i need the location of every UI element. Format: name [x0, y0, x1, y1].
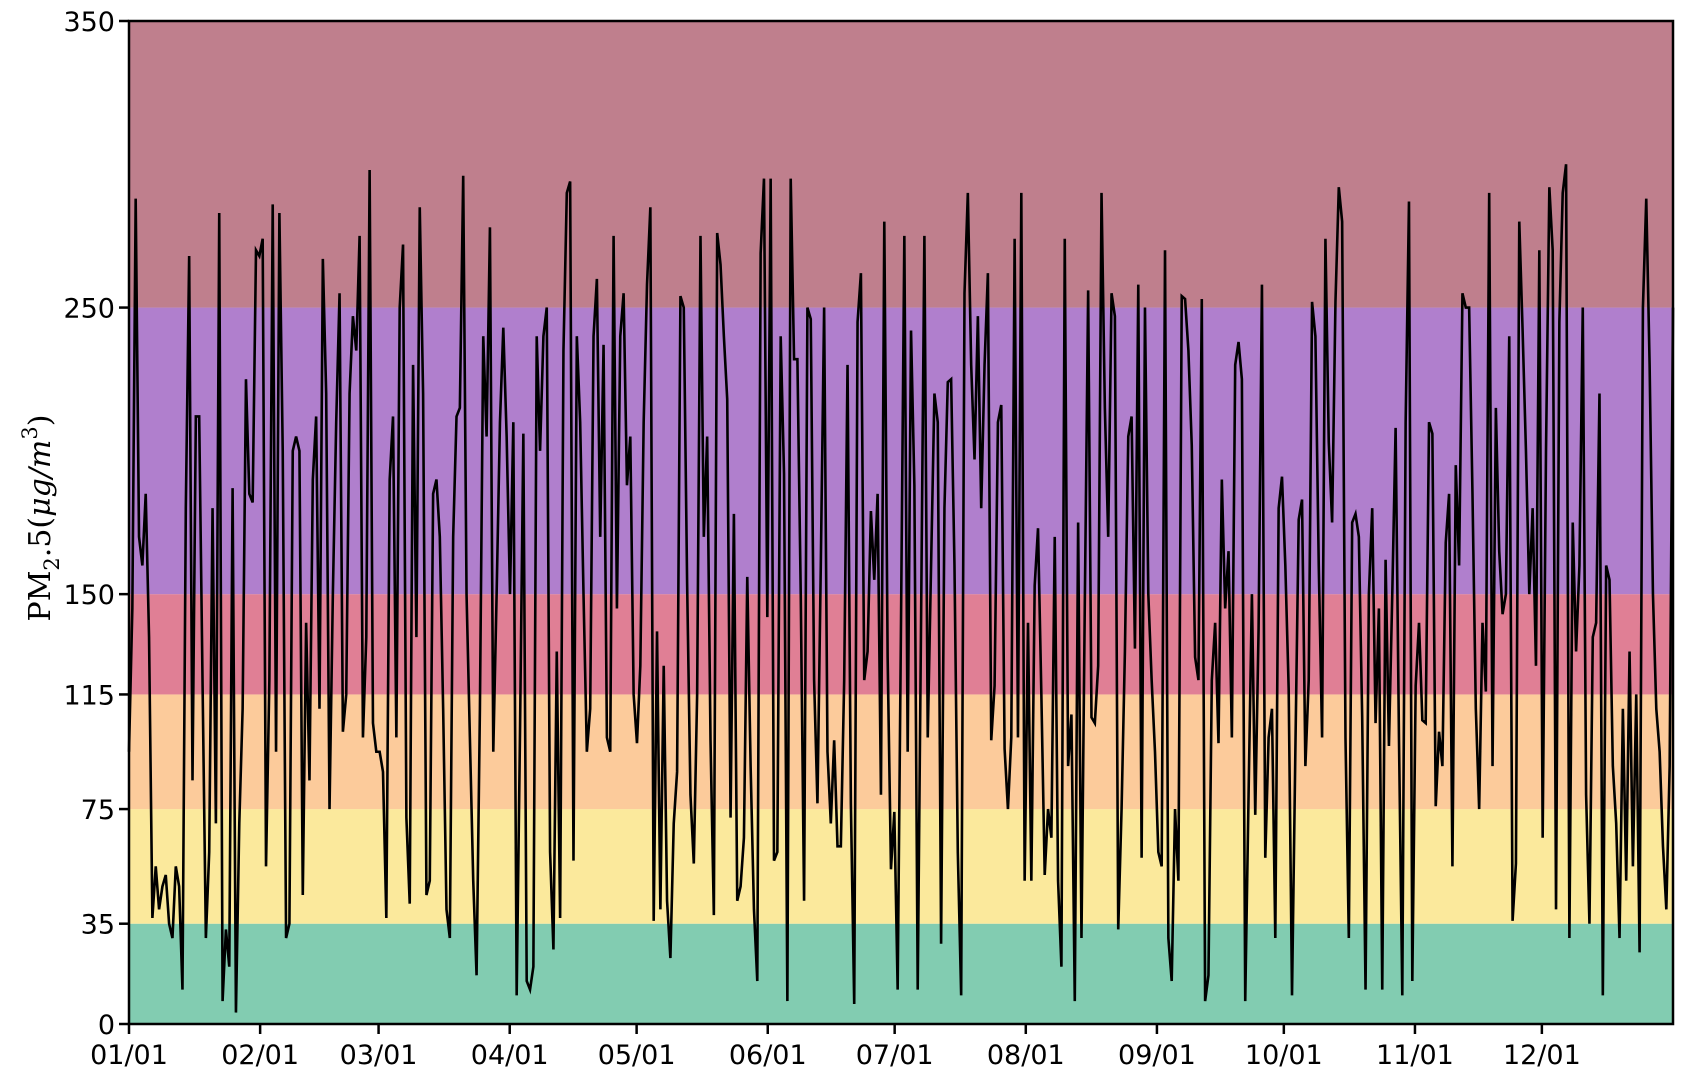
- pm25-line: [127, 164, 1675, 1013]
- y-tick-label: 0: [98, 1010, 115, 1041]
- x-tick-label: 08/01: [987, 1040, 1065, 1071]
- y-tick-label: 250: [63, 294, 115, 325]
- y-axis-title: PM2.5(μg/m3): [18, 415, 64, 622]
- y-tick-label: 35: [81, 910, 115, 941]
- plot-frame: [127, 19, 1675, 1026]
- y-tick-label: 150: [63, 580, 115, 611]
- y-tick-label: 75: [81, 795, 115, 826]
- y-axis: 0 35 75 115 150 250 350: [63, 7, 129, 1041]
- x-tick-label: 03/01: [340, 1040, 418, 1071]
- x-tick-label: 04/01: [471, 1040, 549, 1071]
- x-tick-label: 12/01: [1503, 1040, 1581, 1071]
- x-tick-label: 10/01: [1245, 1040, 1323, 1071]
- aqi-band-0: [129, 923, 1673, 1024]
- pm25-series: [127, 164, 1675, 1013]
- aqi-band-5: [129, 21, 1673, 308]
- x-tick-label: 05/01: [598, 1040, 676, 1071]
- x-tick-label: 01/01: [90, 1040, 168, 1071]
- aqi-band-1: [129, 809, 1673, 924]
- x-tick-label: 11/01: [1376, 1040, 1454, 1071]
- y-tick-label: 350: [63, 7, 115, 38]
- x-tick-label: 06/01: [729, 1040, 807, 1071]
- x-axis: 01/01 02/01 03/01 04/01 05/01 06/01 07/01 08/01…: [90, 1024, 1581, 1071]
- x-tick-label: 02/01: [221, 1040, 299, 1071]
- x-tick-label: 09/01: [1118, 1040, 1196, 1071]
- x-tick-label: 07/01: [856, 1040, 934, 1071]
- y-tick-label: 115: [63, 680, 115, 711]
